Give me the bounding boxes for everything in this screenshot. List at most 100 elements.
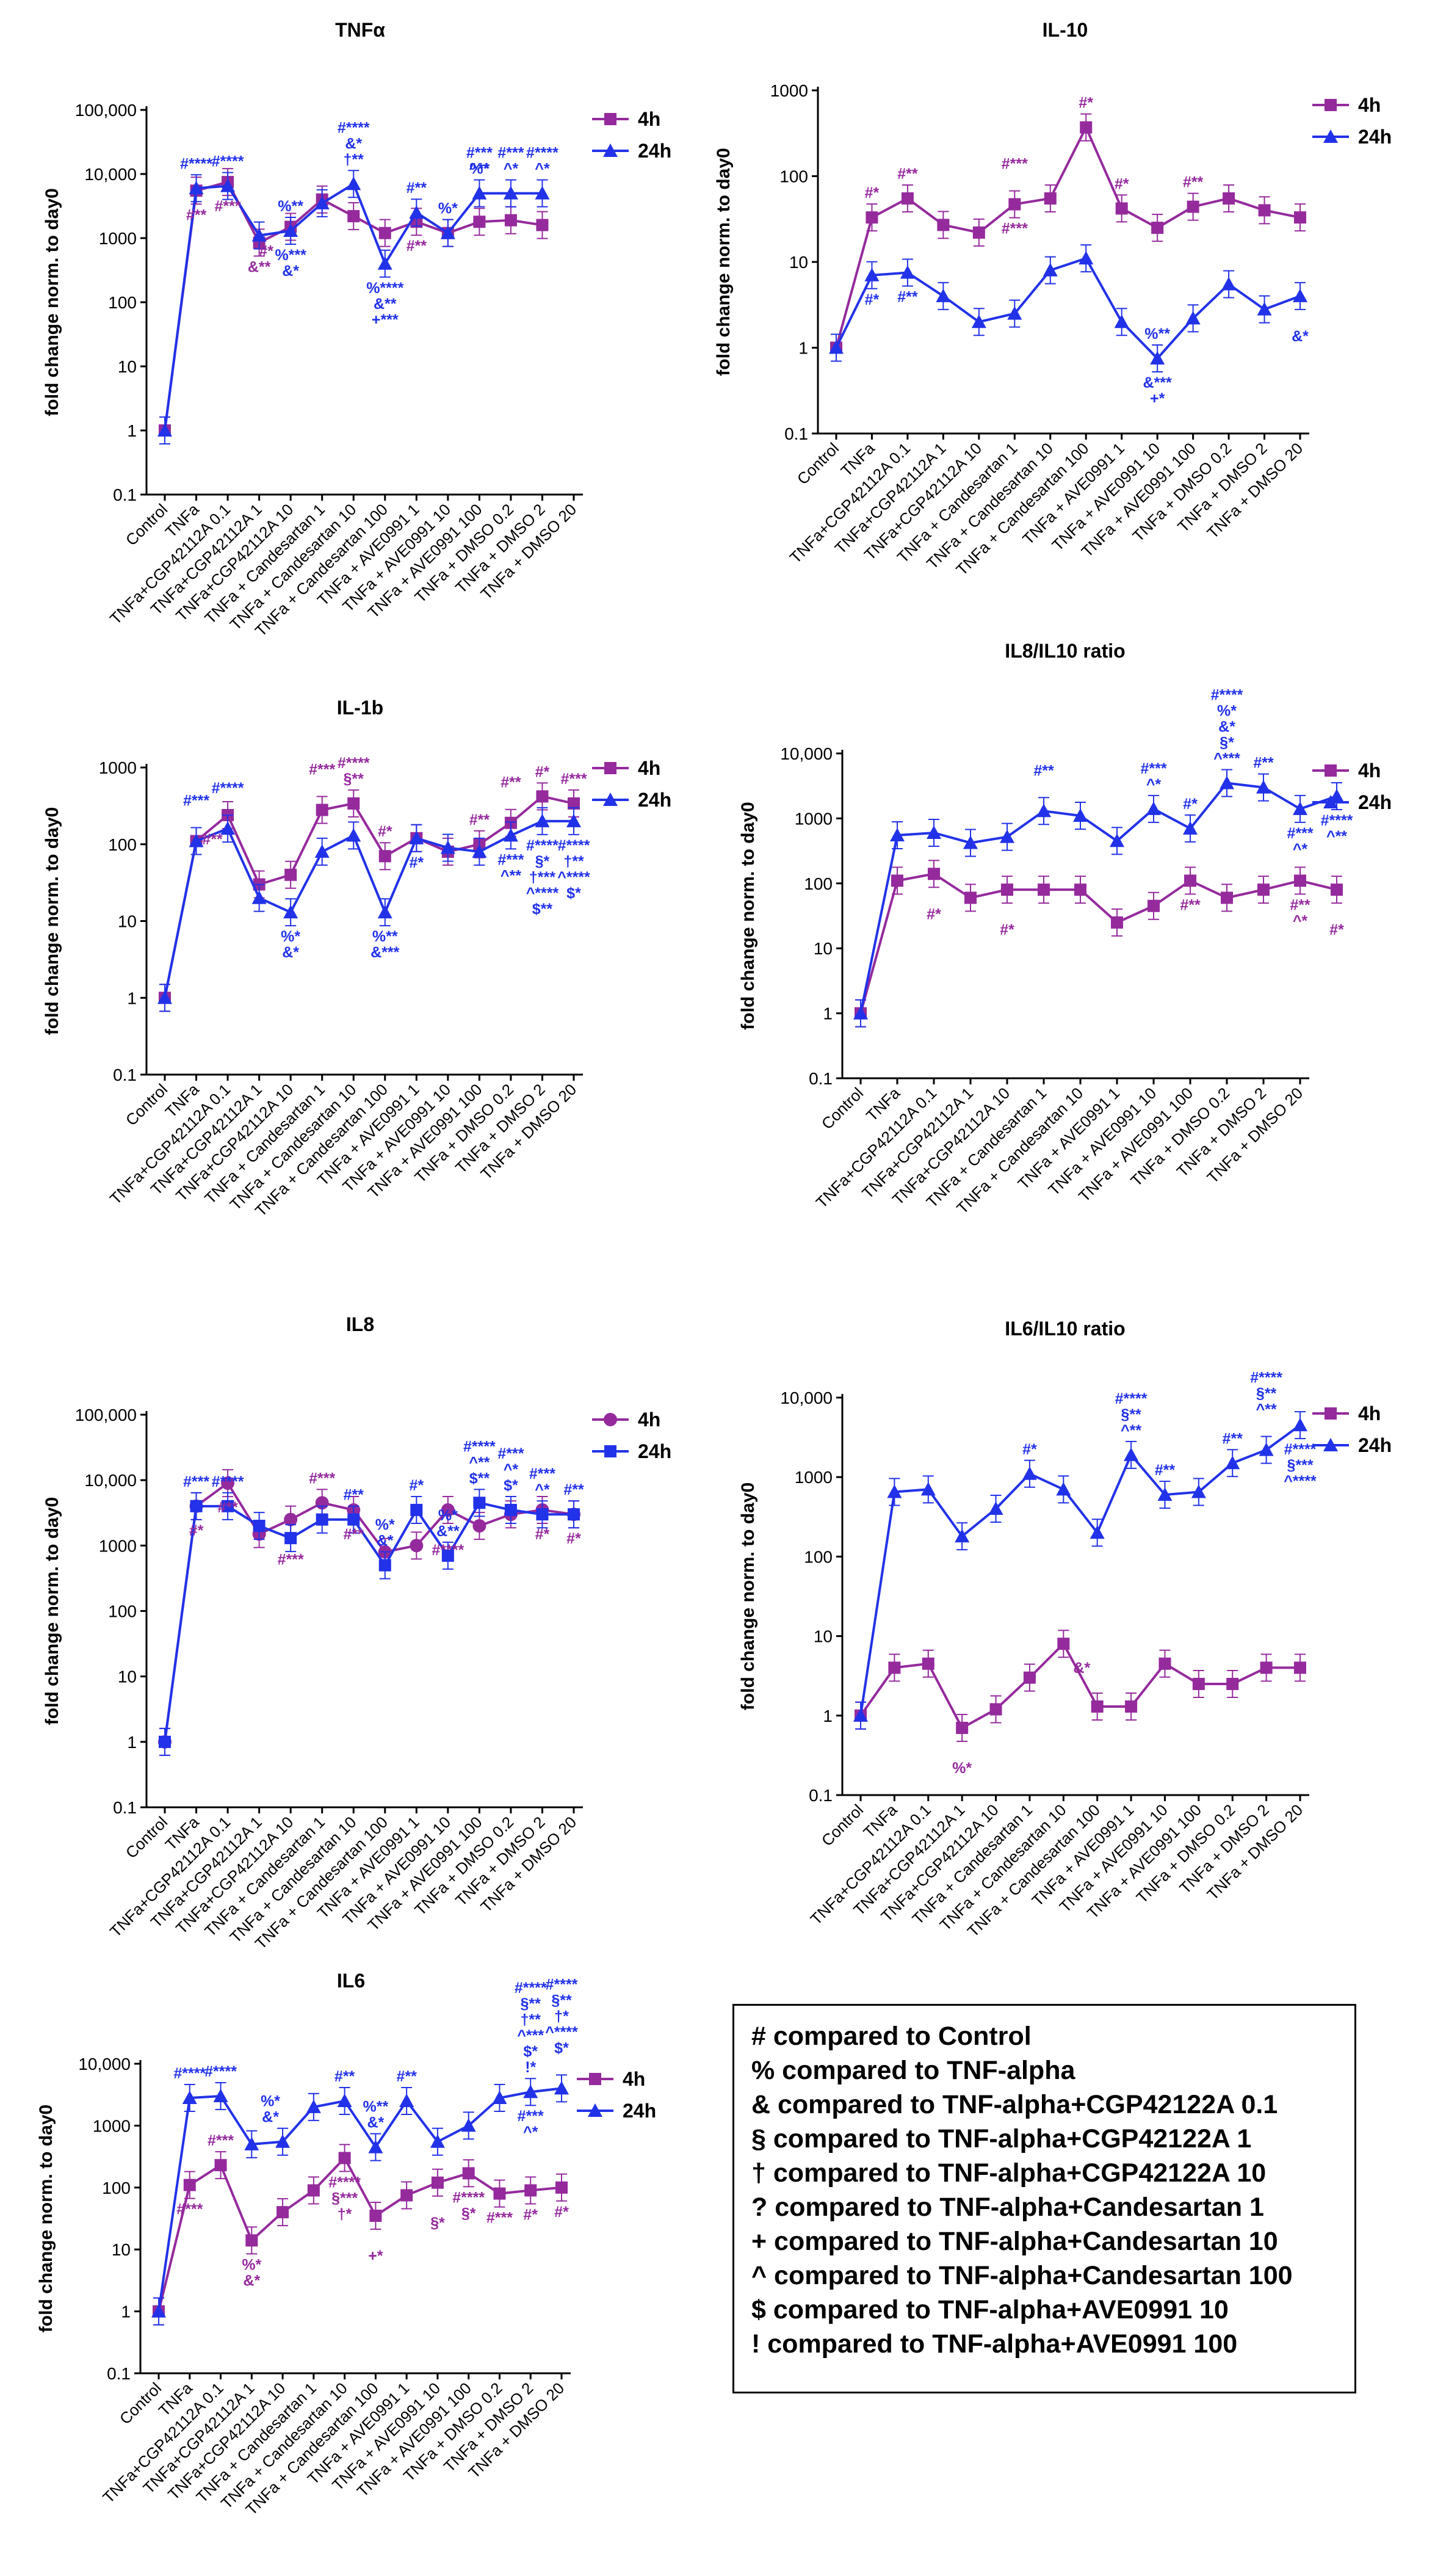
data-point-4h bbox=[956, 1721, 969, 1734]
significance-annotation: $** bbox=[532, 901, 553, 918]
significance-annotation: †* bbox=[338, 2205, 352, 2222]
series-line-24h bbox=[164, 819, 574, 998]
significance-annotation: &** bbox=[248, 258, 271, 275]
y-tick-label: 1 bbox=[127, 989, 137, 1007]
significance-annotation: &* bbox=[262, 2109, 279, 2126]
key-line: § compared to TNF-alpha+CGP42122A 1 bbox=[751, 2124, 1252, 2153]
data-point-4h bbox=[536, 219, 549, 231]
data-point-4h bbox=[369, 2210, 382, 2222]
data-point-4h bbox=[1111, 916, 1123, 929]
chart-title: IL-1b bbox=[337, 697, 383, 719]
data-point-24h bbox=[535, 186, 550, 200]
significance-annotation: #* bbox=[554, 2204, 569, 2221]
significance-annotation: ^* bbox=[535, 161, 550, 178]
y-tick-label: 100 bbox=[108, 1602, 137, 1621]
significance-annotation: #* bbox=[189, 1522, 204, 1539]
legend-marker bbox=[604, 1413, 617, 1426]
data-point-24h bbox=[1220, 775, 1234, 789]
data-point-4h bbox=[347, 210, 360, 223]
chart-title: IL8 bbox=[346, 1313, 374, 1335]
y-tick-label: 1 bbox=[823, 1004, 833, 1023]
data-point-24h bbox=[1124, 1447, 1139, 1461]
data-point-4h bbox=[568, 797, 580, 810]
significance-annotation: #* bbox=[1000, 921, 1014, 938]
significance-annotation: #*** bbox=[309, 1470, 335, 1487]
data-point-24h bbox=[409, 830, 424, 844]
y-tick-label: 10,000 bbox=[78, 2055, 131, 2073]
data-point-24h bbox=[503, 186, 518, 200]
data-point-4h bbox=[1294, 1661, 1306, 1674]
significance-annotation: #** bbox=[1033, 762, 1054, 779]
data-point-4h bbox=[284, 1512, 298, 1526]
data-point-24h bbox=[368, 2139, 383, 2153]
data-point-4h bbox=[989, 1703, 1002, 1716]
chart-panel-il6: IL6 0.1 1 10 100 1000 10,000 fold change norm. … bbox=[36, 1970, 656, 2519]
significance-annotation: #**** bbox=[558, 837, 590, 854]
significance-annotation: ^**** bbox=[557, 869, 590, 886]
legend-label: 24h bbox=[1358, 791, 1392, 813]
significance-annotation: †* bbox=[554, 2008, 569, 2025]
significance-annotation: #** bbox=[396, 2068, 417, 2085]
significance-annotation: &** bbox=[436, 1523, 460, 1540]
y-tick-label: 10 bbox=[118, 1667, 137, 1686]
data-point-24h bbox=[535, 813, 550, 827]
significance-annotation: +*** bbox=[372, 311, 399, 328]
data-point-4h bbox=[1074, 883, 1086, 896]
data-point-4h bbox=[866, 211, 878, 224]
data-point-24h bbox=[347, 1513, 360, 1526]
y-axis-label: fold change norm. to day0 bbox=[714, 148, 734, 376]
chart-panel-il6-il10-ratio: IL6/IL10 ratio 0.1 1 10 100 1000 10,000 fold ch… bbox=[738, 1318, 1392, 1940]
data-point-24h bbox=[316, 1513, 328, 1526]
y-axis-label: fold change norm. to day0 bbox=[42, 188, 62, 416]
legend-label: 24h bbox=[1358, 1434, 1392, 1456]
y-tick-label: 1000 bbox=[770, 81, 808, 100]
significance-annotation: §*** bbox=[331, 2190, 358, 2207]
significance-annotation: ^*** bbox=[517, 2027, 544, 2044]
significance-annotation: +* bbox=[368, 2248, 383, 2265]
significance-annotation: ^* bbox=[1293, 841, 1308, 858]
significance-annotation: §* bbox=[535, 853, 550, 870]
legend-marker bbox=[1325, 1407, 1337, 1420]
data-point-24h bbox=[955, 1529, 970, 1543]
significance-annotation: #** bbox=[1223, 1430, 1243, 1447]
y-tick-label: 0.1 bbox=[107, 2364, 131, 2383]
significance-annotation: #** bbox=[1180, 896, 1201, 913]
data-point-24h bbox=[189, 181, 204, 195]
significance-annotation: #* bbox=[1329, 921, 1344, 938]
key-line: + compared to TNF-alpha+Candesartan 10 bbox=[751, 2227, 1278, 2256]
legend-marker bbox=[603, 793, 618, 806]
y-tick-label: 1 bbox=[798, 339, 808, 358]
data-point-24h bbox=[566, 813, 581, 827]
data-point-4h bbox=[1008, 198, 1021, 211]
y-axis-label: fold change norm. to day0 bbox=[738, 1482, 758, 1710]
data-point-4h bbox=[410, 1539, 424, 1553]
y-tick-label: 0.1 bbox=[809, 1069, 833, 1088]
data-point-4h bbox=[1260, 1661, 1273, 1674]
data-point-24h bbox=[151, 2304, 166, 2318]
significance-key: # compared to Control % compared to TNF-… bbox=[732, 2004, 1356, 2393]
key-line: # compared to Control bbox=[751, 2022, 1032, 2051]
data-point-24h bbox=[159, 1735, 171, 1748]
data-point-4h bbox=[1038, 883, 1050, 896]
significance-annotation: #**** bbox=[526, 145, 558, 162]
significance-annotation: #*** bbox=[215, 198, 241, 215]
significance-annotation: %* bbox=[242, 2256, 261, 2273]
y-axis-label: fold change norm. to day0 bbox=[42, 1497, 62, 1725]
significance-annotation: #*** bbox=[1287, 825, 1313, 842]
data-point-4h bbox=[1192, 1677, 1205, 1690]
data-point-24h bbox=[568, 1508, 580, 1521]
significance-annotation: #**** bbox=[432, 1542, 464, 1559]
significance-annotation: ^**** bbox=[545, 2023, 578, 2041]
data-point-24h bbox=[887, 1484, 902, 1498]
legend-marker bbox=[1325, 99, 1337, 111]
data-point-24h bbox=[971, 314, 986, 328]
legend-label: 4h bbox=[1358, 1402, 1381, 1424]
data-point-24h bbox=[409, 205, 424, 219]
data-point-24h bbox=[936, 288, 951, 302]
y-tick-label: 0.1 bbox=[113, 1798, 137, 1817]
data-point-24h bbox=[410, 1504, 423, 1517]
data-point-24h bbox=[536, 1508, 549, 1521]
significance-annotation: #** bbox=[407, 180, 427, 197]
significance-annotation: &* bbox=[1218, 719, 1235, 736]
